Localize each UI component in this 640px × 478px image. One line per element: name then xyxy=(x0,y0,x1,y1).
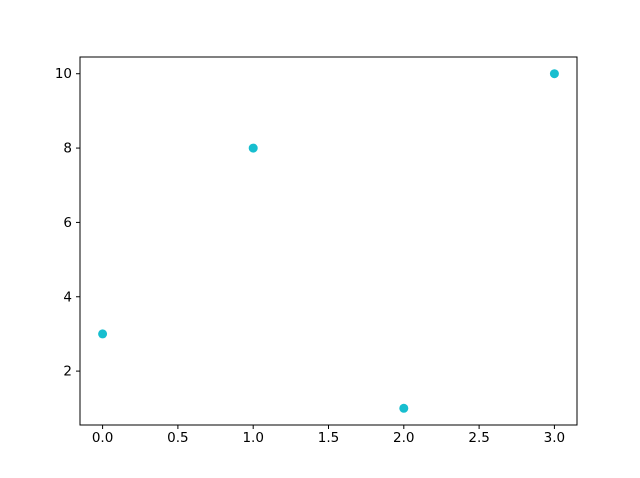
data-point xyxy=(399,403,409,413)
y-tick-label: 6 xyxy=(63,215,72,231)
x-tick-label: 1.5 xyxy=(318,430,339,446)
data-point xyxy=(549,69,559,79)
x-tick-label: 0.5 xyxy=(167,430,188,446)
x-tick-label: 3.0 xyxy=(544,430,565,446)
plot-area xyxy=(79,56,578,426)
y-tick-label: 8 xyxy=(63,141,72,157)
y-tick-label: 10 xyxy=(55,66,72,82)
y-tick-label: 4 xyxy=(63,289,72,305)
x-tick-label: 1.0 xyxy=(242,430,263,446)
data-point xyxy=(248,143,258,153)
x-tick-label: 2.0 xyxy=(393,430,414,446)
x-tick-label: 2.5 xyxy=(468,430,489,446)
y-tick-label: 2 xyxy=(63,364,72,380)
data-point xyxy=(98,329,108,339)
x-tick-label: 0.0 xyxy=(92,430,113,446)
